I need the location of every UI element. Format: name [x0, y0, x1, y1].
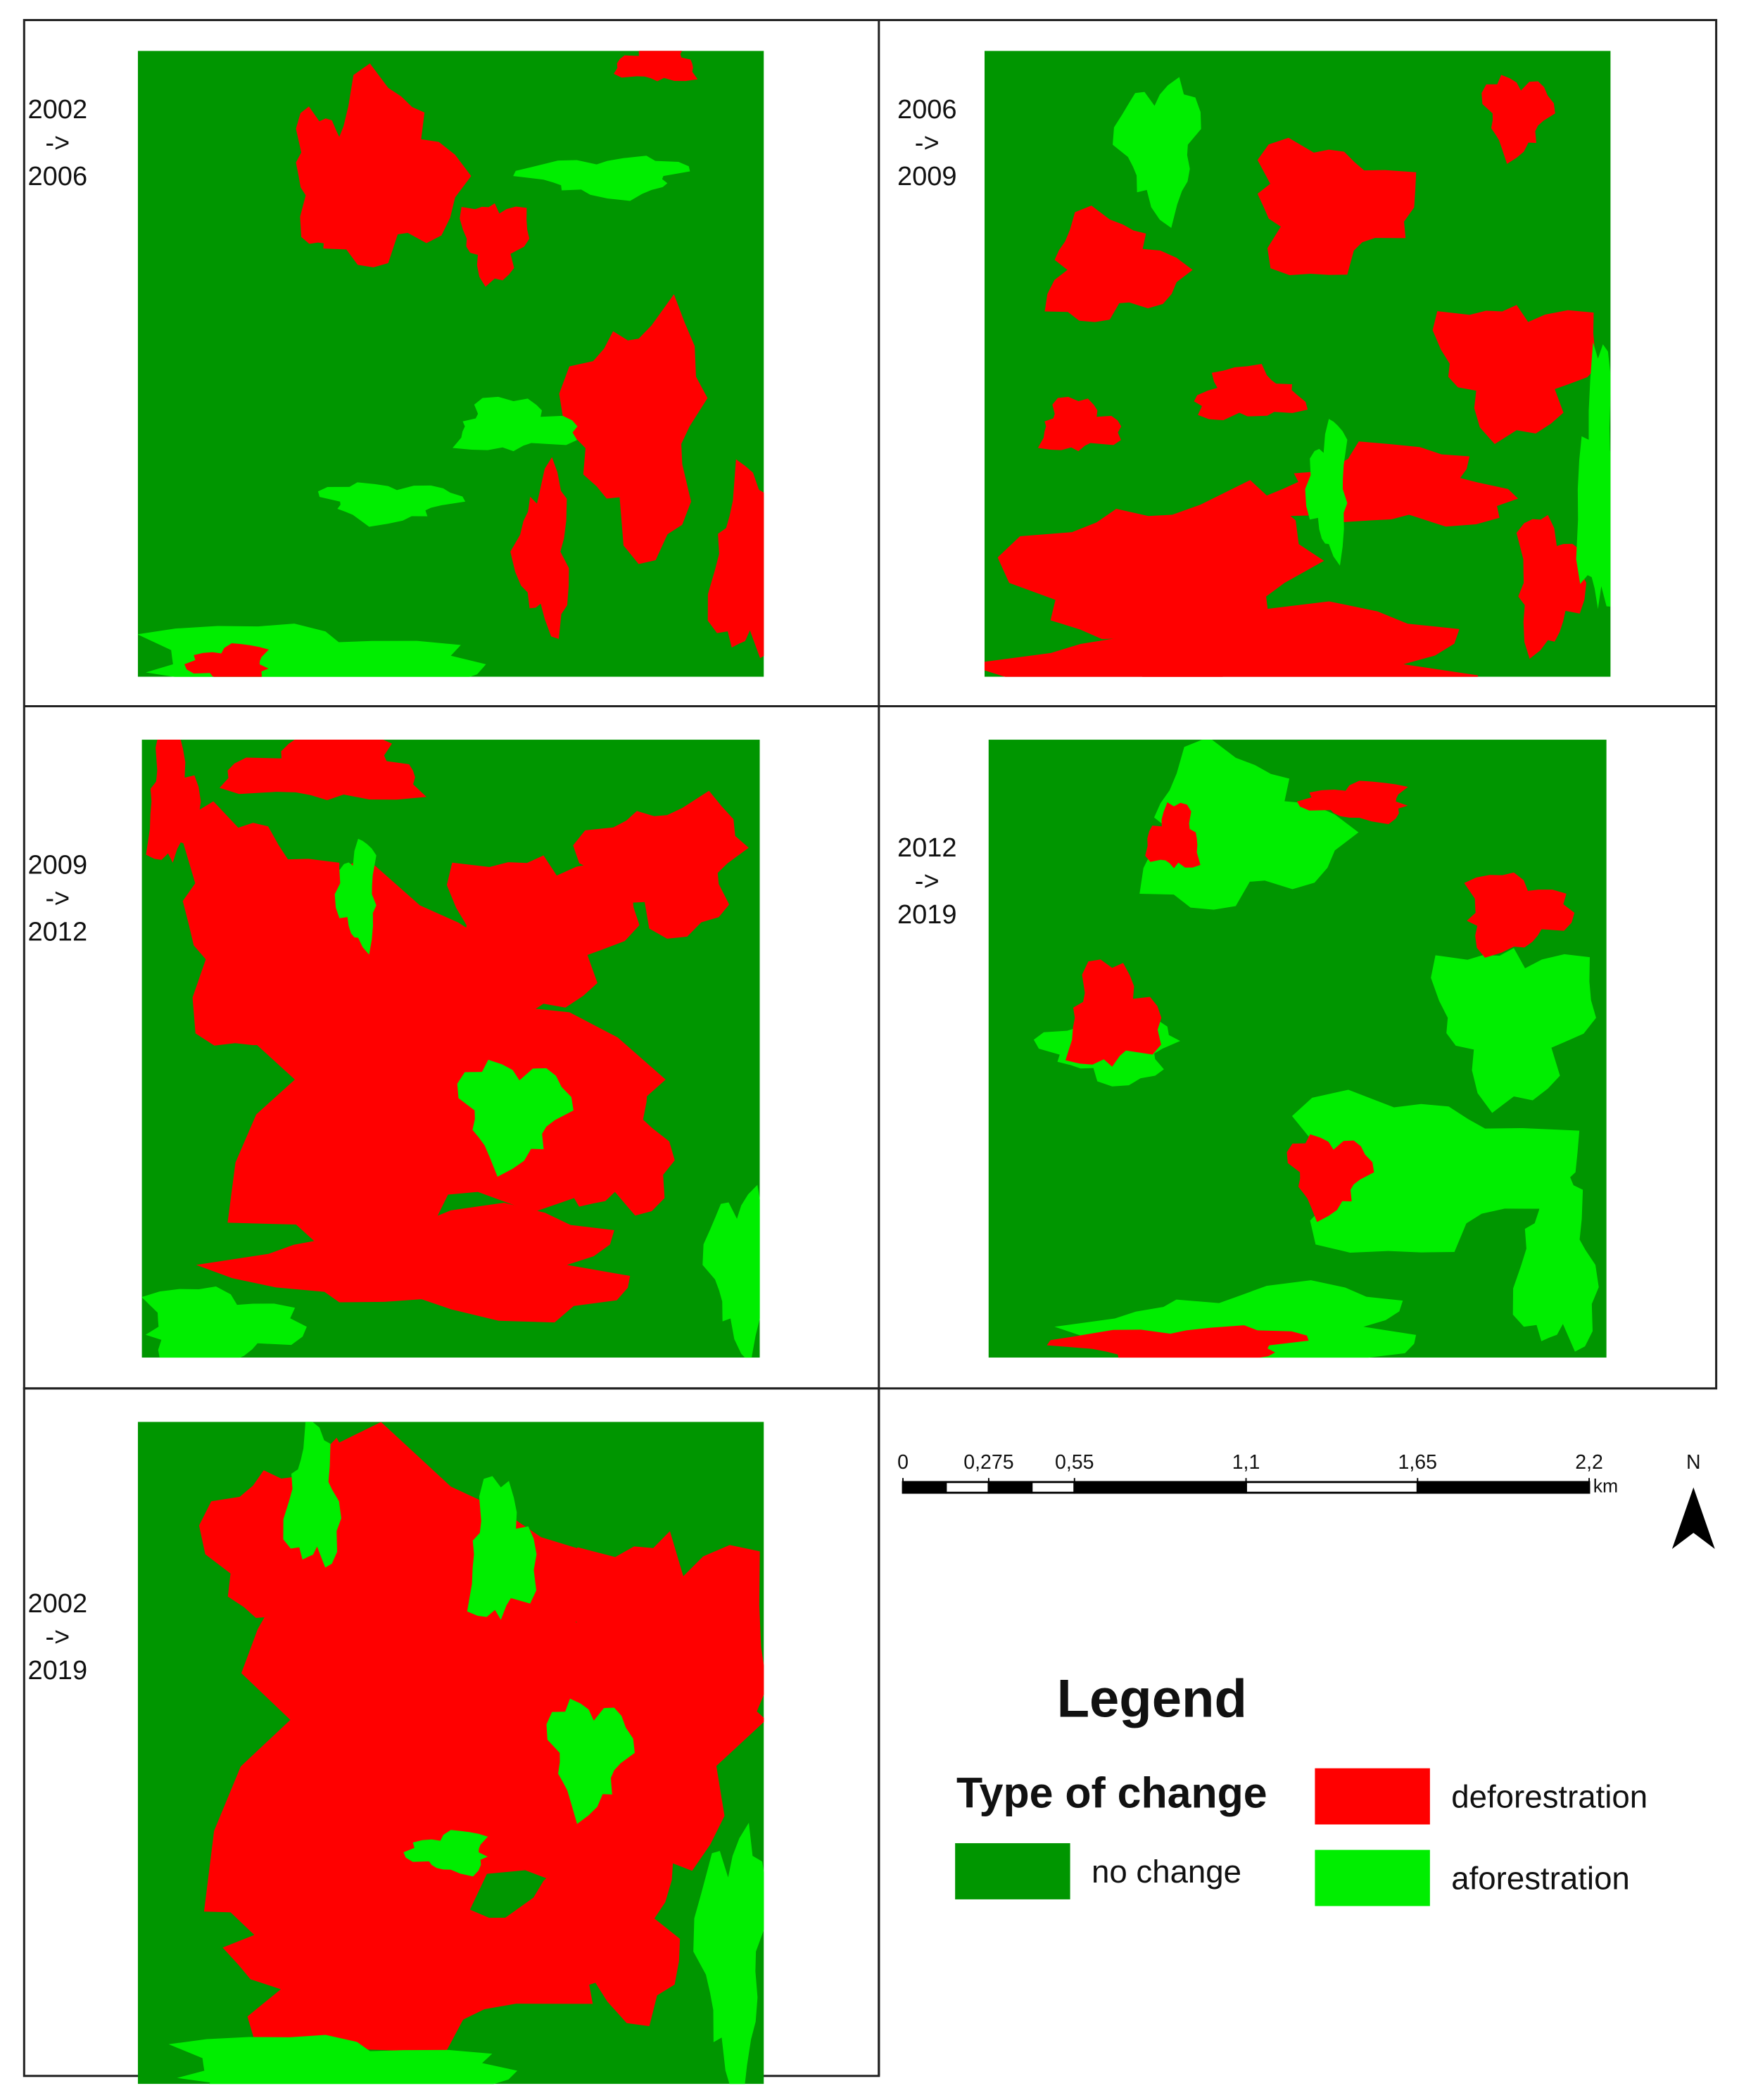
map-panel	[984, 51, 1611, 677]
deforestation-patch	[984, 601, 1479, 677]
map-panel	[988, 740, 1607, 1358]
deforestation-patch	[1044, 205, 1193, 322]
deforestation-patch	[1464, 872, 1575, 958]
panel-label: ->	[45, 884, 70, 913]
deforestation-patch	[182, 801, 340, 1046]
deforestation-patch	[571, 1531, 764, 1899]
aforestation-patch	[168, 2035, 518, 2085]
panel-label: 2009	[897, 162, 957, 191]
deforestation-patch	[219, 740, 427, 800]
panel-label: ->	[915, 128, 940, 158]
aforestation-patch	[513, 156, 690, 201]
scale-tick-label: 1,65	[1398, 1451, 1437, 1474]
deforestation-patch	[196, 1203, 631, 1323]
aforestation-patch	[1431, 948, 1596, 1113]
north-label: N	[1686, 1451, 1701, 1474]
north-arrow	[1671, 1487, 1715, 1549]
map-panel	[137, 1422, 764, 2085]
aforestation-patch	[317, 482, 466, 527]
deforestation-patch	[1065, 959, 1162, 1067]
scale-unit: km	[1593, 1476, 1618, 1497]
aforestation-patch	[1291, 1089, 1580, 1253]
deforestation-patch	[1145, 802, 1201, 868]
panel-label: 2006	[897, 95, 957, 125]
legend-label: deforestration	[1451, 1778, 1648, 1814]
scale-tick-label: 0	[897, 1451, 909, 1474]
aforestation-patch	[453, 396, 578, 452]
legend-swatch	[955, 1843, 1070, 1899]
aforestation-patch	[693, 1822, 764, 2085]
scale-segment	[902, 1481, 947, 1494]
legend-swatch	[1315, 1768, 1430, 1825]
map-panel	[137, 51, 764, 677]
deforestation-patch	[460, 203, 530, 287]
deforestation-patch	[1516, 514, 1587, 659]
deforestation-patch	[323, 63, 472, 267]
aforestation-patch	[702, 1184, 760, 1358]
deforestation-patch	[614, 51, 698, 82]
map-panel	[141, 740, 760, 1358]
deforestation-patch	[559, 294, 708, 564]
aforestation-patch	[141, 1286, 307, 1358]
scale-tick-label: 2,2	[1575, 1451, 1603, 1474]
aforestation-patch	[457, 1059, 574, 1177]
panel-label: 2009	[28, 851, 88, 880]
deforestation-patch	[1432, 305, 1600, 445]
panel-label: 2002	[28, 95, 88, 125]
aforestation-patch	[1113, 77, 1201, 228]
panel-label: ->	[45, 128, 70, 158]
aforestation-patch	[1512, 1155, 1599, 1352]
legend-label: aforestration	[1451, 1860, 1630, 1896]
legend-title: Legend	[1057, 1669, 1247, 1729]
deforestation-patch	[1194, 364, 1308, 421]
deforestation-patch	[510, 457, 569, 639]
deforestation-patch	[1046, 1325, 1309, 1358]
deforestation-patch	[707, 459, 764, 659]
deforestation-patch	[1286, 1134, 1374, 1222]
panel-label: 2012	[897, 833, 957, 863]
panel-label: ->	[915, 866, 940, 896]
panel-label: ->	[45, 1622, 70, 1652]
deforestation-patch	[1037, 396, 1122, 452]
aforestation-patch	[334, 838, 377, 955]
aforestation-patch	[1576, 342, 1611, 609]
deforestation-patch	[504, 1802, 681, 2027]
deforestation-patch	[184, 643, 269, 677]
aforestation-patch	[283, 1422, 341, 1568]
scale-segment	[987, 1481, 1033, 1494]
deforestation-patch	[1257, 137, 1417, 275]
aforestation-patch	[1305, 419, 1348, 566]
panel-label: 2002	[28, 1589, 88, 1619]
deforestation-patch	[296, 106, 362, 244]
panel-label: 2019	[897, 900, 957, 930]
aforestation-patch	[546, 1698, 635, 1824]
deforestation-patch	[573, 790, 749, 939]
panel-label: 2012	[28, 918, 88, 947]
deforestation-patch	[1481, 75, 1555, 164]
deforestation-patch	[146, 740, 201, 863]
scale-segment	[1416, 1481, 1591, 1494]
aforestation-patch	[467, 1476, 537, 1620]
scale-segment	[944, 1481, 990, 1494]
legend-subtitle: Type of change	[956, 1769, 1267, 1817]
panel-label: 2006	[28, 162, 88, 191]
deforestation-patch	[446, 855, 640, 1020]
legend-swatch	[1315, 1849, 1430, 1906]
scale-segment	[1245, 1481, 1419, 1494]
scale-segment	[1030, 1481, 1076, 1494]
deforestation-patch	[1296, 780, 1408, 825]
scale-tick-label: 0,275	[963, 1451, 1013, 1474]
aforestation-patch	[1139, 740, 1359, 910]
legend-label: no change	[1092, 1854, 1241, 1890]
scale-segment	[1073, 1481, 1247, 1494]
scale-tick-label: 0,55	[1055, 1451, 1094, 1474]
panel-label: 2019	[28, 1656, 88, 1685]
aforestation-patch	[403, 1830, 488, 1877]
deforestation-patch	[531, 1047, 675, 1216]
scale-tick-label: 1,1	[1232, 1451, 1260, 1474]
